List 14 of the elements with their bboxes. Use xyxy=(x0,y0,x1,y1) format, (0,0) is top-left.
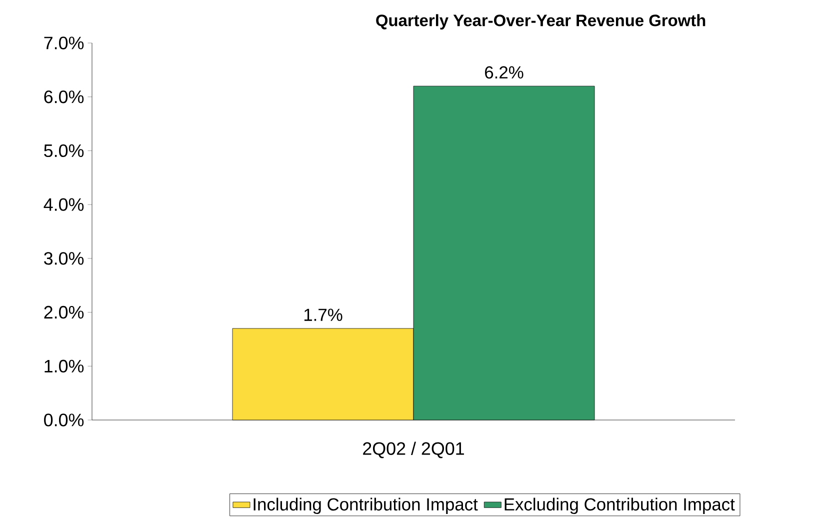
data-label: 6.2% xyxy=(485,66,524,79)
data-label: 1.7% xyxy=(304,308,342,321)
y-tick-label: 6.0% xyxy=(44,90,84,104)
chart-title: Quarterly Year-Over-Year Revenue Growth xyxy=(376,14,706,30)
y-tick-label: 3.0% xyxy=(44,252,84,265)
y-tick-label: 0.0% xyxy=(44,414,84,426)
y-tick-label: 1.0% xyxy=(44,360,84,372)
y-tick-label: 5.0% xyxy=(44,144,84,158)
y-tick-label: 2.0% xyxy=(44,306,84,319)
y-tick-label: 7.0% xyxy=(44,36,84,50)
y-tick-label: 4.0% xyxy=(44,198,84,211)
legend-label: Excluding Contribution Impact xyxy=(504,498,735,514)
x-tick-label: 2Q02 / 2Q01 xyxy=(363,442,464,458)
legend-label: Including Contribution Impact xyxy=(254,498,478,514)
